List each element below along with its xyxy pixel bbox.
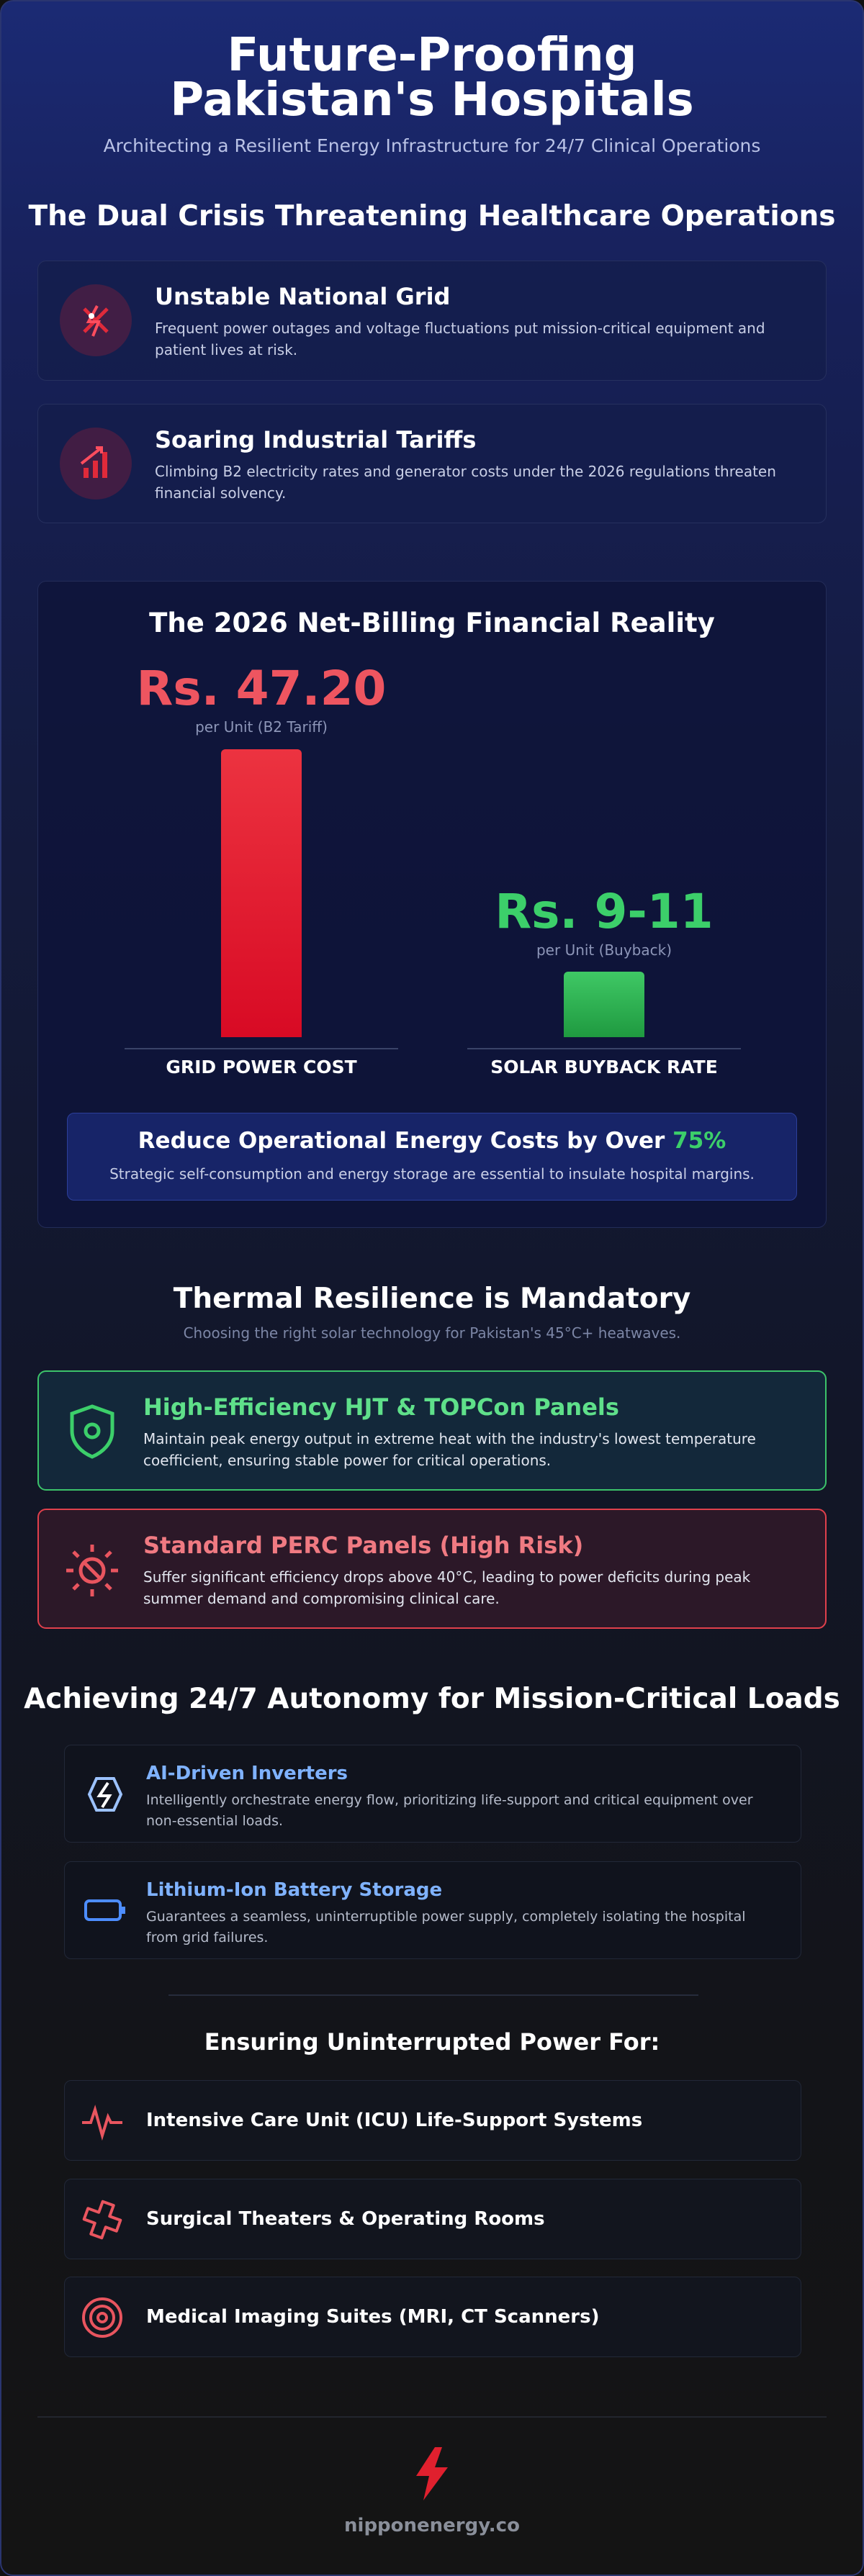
feature-card: Lithium-Ion Battery Storage Guarantees a… — [64, 1861, 801, 1959]
title: Future-Proofing Pakistan's Hospitals — [170, 29, 694, 127]
icon — [60, 284, 132, 356]
icon — [82, 2200, 122, 2240]
brand: nipponenergy.co — [344, 2515, 520, 2536]
financial-panel: The 2026 Net-Billing Financial Reality R… — [37, 581, 827, 1228]
icon — [82, 2105, 122, 2141]
card-title: Unstable National Grid — [155, 283, 451, 310]
load-item: Medical Imaging Suites (MRI, CT Scanners… — [64, 2277, 801, 2357]
icon — [60, 428, 132, 500]
load-title: Medical Imaging Suites (MRI, CT Scanners… — [146, 2306, 600, 2328]
header: Future-Proofing Pakistan's Hospitals — [1, 29, 863, 127]
callout-subtext: Strategic self-consumption and energy st… — [109, 1165, 755, 1183]
crisis-card: Unstable National Grid Frequent power ou… — [37, 261, 827, 381]
section-subtitle: Choosing the right solar technology for … — [183, 1324, 681, 1342]
divider — [168, 1994, 698, 1996]
bar — [221, 749, 302, 1037]
load-title: Surgical Theaters & Operating Rooms — [146, 2208, 545, 2230]
logo — [416, 2447, 448, 2500]
panel-card: Standard PERC Panels (High Risk) Suffer … — [37, 1509, 827, 1629]
unit: per Unit (B2 Tariff) — [195, 718, 328, 736]
feature-text: Guarantees a seamless, uninterruptible p… — [146, 1909, 746, 1945]
crisis-card: Soaring Industrial Tariffs Climbing B2 e… — [37, 404, 827, 523]
feature-text: Intelligently orchestrate energy flow, p… — [146, 1792, 753, 1829]
subheading: Ensuring Uninterrupted Power For: — [204, 2028, 660, 2056]
section-heading: The Dual Crisis Threatening Healthcare O… — [28, 200, 836, 232]
feature-card: AI-Driven Inverters Intelligently orches… — [64, 1745, 801, 1843]
card-text: Climbing B2 electricity rates and genera… — [155, 463, 776, 502]
callout: Reduce Operational Energy Costs by Over … — [67, 1113, 797, 1201]
panel-heading: The 2026 Net-Billing Financial Reality — [149, 607, 715, 638]
icon — [70, 1404, 114, 1459]
card-title: Standard PERC Panels (High Risk) — [143, 1532, 584, 1559]
amount: Rs. 9-11 — [495, 884, 714, 939]
callout-highlight: 75% — [672, 1128, 726, 1154]
bar-label: SOLAR BUYBACK RATE — [490, 1057, 718, 1077]
divider — [37, 2416, 827, 2418]
load-title: Intensive Care Unit (ICU) Life-Support S… — [146, 2110, 643, 2131]
subtitle: Architecting a Resilient Energy Infrastr… — [103, 135, 761, 156]
section-heading: Achieving 24/7 Autonomy for Mission-Crit… — [24, 1683, 840, 1715]
baseline — [467, 1048, 741, 1049]
section-heading: Thermal Resilience is Mandatory — [173, 1283, 691, 1315]
icon — [82, 2297, 122, 2338]
load-item: Surgical Theaters & Operating Rooms — [64, 2179, 801, 2259]
feature-title: AI-Driven Inverters — [146, 1763, 348, 1784]
load-item: Intensive Care Unit (ICU) Life-Support S… — [64, 2080, 801, 2161]
card-title: High-Efficiency HJT & TOPCon Panels — [143, 1393, 619, 1421]
callout-title: Reduce Operational Energy Costs by Over … — [68, 1128, 796, 1154]
unit: per Unit (Buyback) — [536, 941, 672, 959]
bar-label: GRID POWER COST — [166, 1057, 357, 1077]
card-text: Frequent power outages and voltage fluct… — [155, 320, 765, 358]
card-text: Maintain peak energy output in extreme h… — [143, 1430, 756, 1469]
card-text: Suffer significant efficiency drops abov… — [143, 1568, 751, 1607]
callout-text: Reduce Operational Energy Costs by Over — [138, 1128, 665, 1154]
icon — [66, 1545, 118, 1596]
icon — [87, 1777, 123, 1812]
panel-card: High-Efficiency HJT & TOPCon Panels Main… — [37, 1370, 827, 1491]
amount: Rs. 47.20 — [136, 661, 387, 716]
baseline — [125, 1048, 398, 1049]
card-title: Soaring Industrial Tariffs — [155, 426, 477, 453]
icon — [84, 1899, 125, 1921]
bar — [564, 972, 644, 1037]
feature-title: Lithium-Ion Battery Storage — [146, 1879, 443, 1901]
